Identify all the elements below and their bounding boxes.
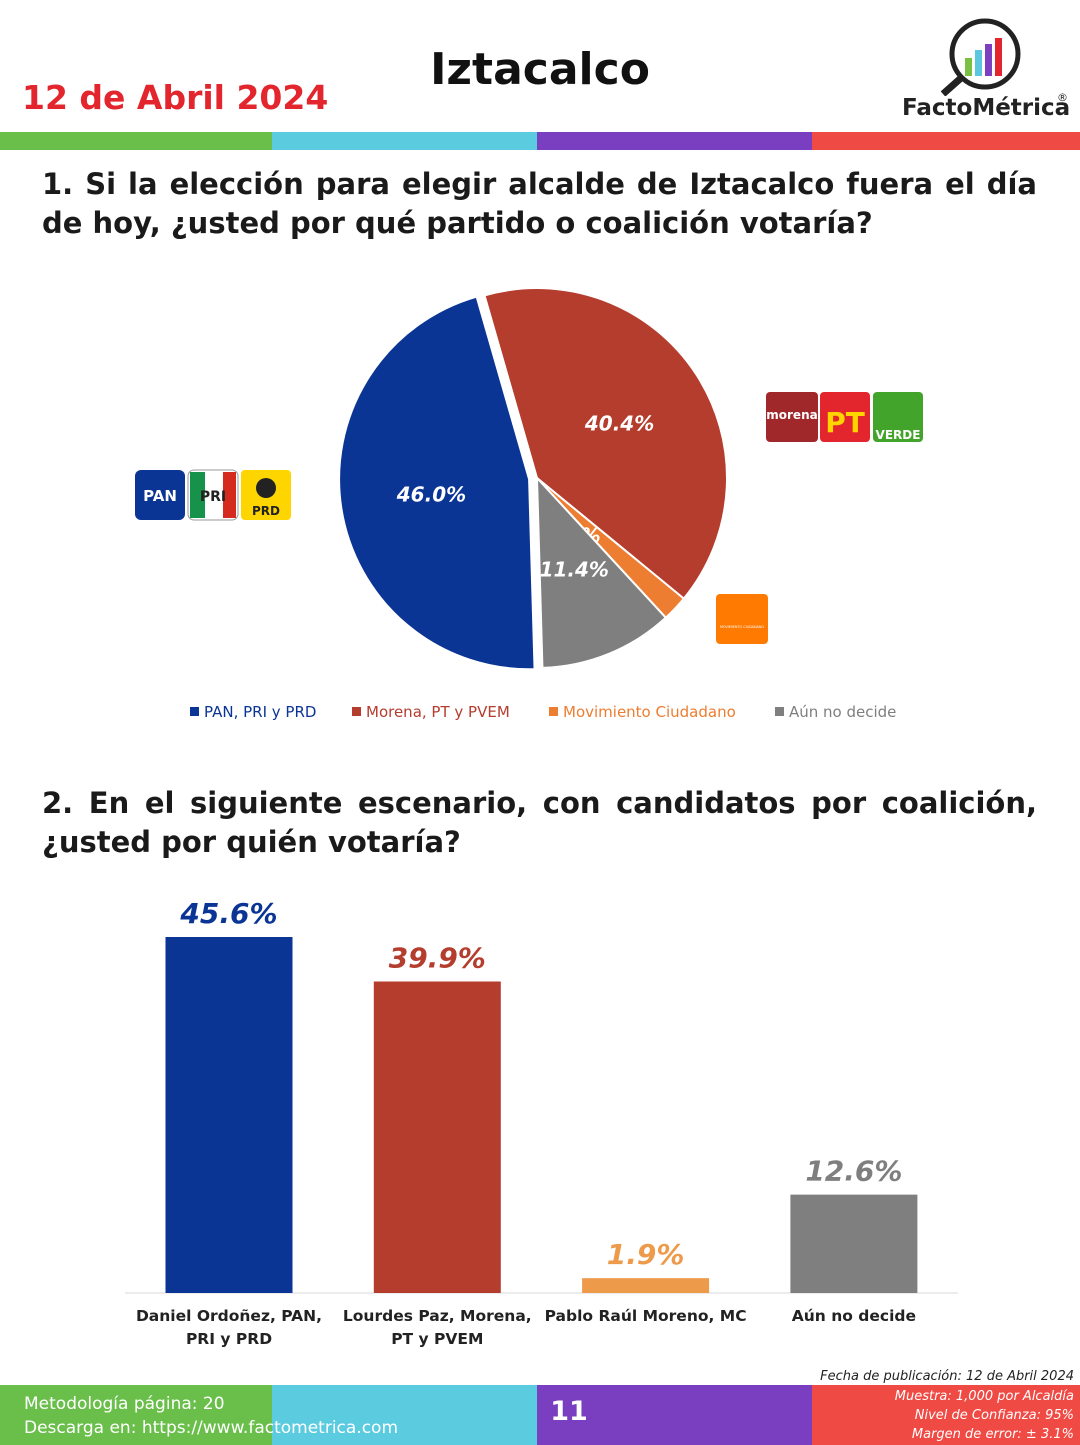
logo-text: MOVIMIENTO CIUDADANO bbox=[720, 625, 764, 629]
published: Fecha de publicación: 12 de Abril 2024 bbox=[820, 1369, 1074, 1384]
question-2: 2. En el siguiente escenario, con candid… bbox=[42, 786, 1037, 859]
logo-text: PAN bbox=[143, 487, 177, 505]
value-label: 39.9% bbox=[389, 942, 486, 975]
bar bbox=[373, 981, 501, 1293]
confidence: Nivel de Confianza: 95% bbox=[914, 1408, 1074, 1423]
footer-bar bbox=[0, 1385, 1080, 1445]
x-tick-label: Aún no decide bbox=[791, 1307, 917, 1325]
legend-label: Movimiento Ciudadano bbox=[563, 703, 736, 721]
value-label: 1.9% bbox=[607, 1238, 685, 1271]
x-tick-label: Lourdes Paz, Morena, PT y PVEM bbox=[342, 1307, 532, 1348]
stripe-bar bbox=[0, 132, 1080, 150]
value-label: 11.4% bbox=[540, 558, 609, 582]
legend-label: PAN, PRI y PRD bbox=[204, 703, 316, 721]
pie-slice bbox=[535, 475, 668, 669]
logo-text: morena bbox=[766, 408, 817, 422]
pie-slice bbox=[483, 287, 728, 601]
value-label: 46.0% bbox=[396, 482, 466, 506]
bar bbox=[790, 1194, 918, 1293]
x-tick-label: Daniel Ordoñez, PAN, PRI y PRD bbox=[135, 1307, 323, 1348]
methodology: Metodología página: 20 bbox=[24, 1394, 225, 1414]
legend-swatch bbox=[190, 707, 199, 716]
legend-swatch bbox=[352, 707, 361, 716]
page-number: 11 bbox=[550, 1396, 588, 1427]
brand: FactoMétrica bbox=[902, 95, 1071, 121]
legend-label: Morena, PT y PVEM bbox=[366, 703, 510, 721]
value-label: 45.6% bbox=[179, 897, 277, 930]
bar bbox=[582, 1278, 710, 1293]
logos-left: PAN PRI PRD bbox=[135, 469, 291, 521]
logo-text: PRD bbox=[252, 504, 280, 518]
pie-slice bbox=[338, 295, 536, 671]
legend-swatch bbox=[549, 707, 558, 716]
logo-text: PRI bbox=[200, 489, 226, 505]
value-label: 12.6% bbox=[805, 1155, 902, 1188]
value-label: 40.4% bbox=[584, 412, 654, 436]
legend-label: Aún no decide bbox=[789, 703, 896, 721]
error: Margen de error: ± 3.1% bbox=[911, 1427, 1074, 1442]
x-tick-label: Pablo Raúl Moreno, MC bbox=[544, 1307, 747, 1325]
bar bbox=[165, 937, 293, 1293]
legend-swatch bbox=[775, 707, 784, 716]
logo-text: VERDE bbox=[876, 428, 921, 442]
sample: Muestra: 1,000 por Alcaldía bbox=[894, 1389, 1074, 1404]
logo-text: PT bbox=[825, 406, 865, 439]
page-title: Iztacalco bbox=[430, 44, 650, 95]
date: 12 de Abril 2024 bbox=[22, 78, 329, 117]
brand-icon bbox=[940, 18, 1021, 96]
question-1: 1. Si la elección para elegir alcalde de… bbox=[42, 167, 1037, 240]
registered: ® bbox=[1057, 91, 1068, 104]
download: Descarga en: https://www.factometrica.co… bbox=[24, 1418, 399, 1438]
logos-right: morena PT VERDE MOVIMIENTO CIUDADANO bbox=[716, 392, 923, 644]
